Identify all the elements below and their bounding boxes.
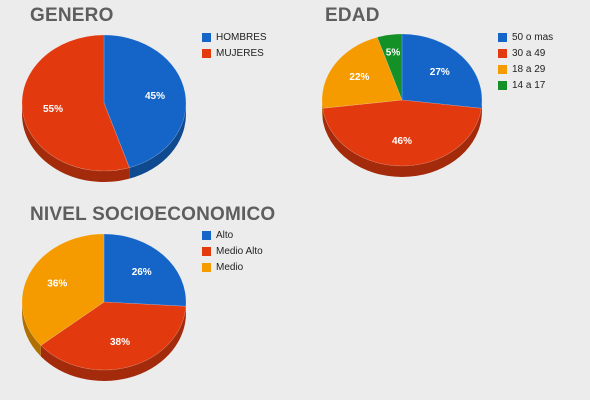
pie-slice-alto <box>103 233 187 307</box>
pie-slice-hombres <box>103 34 187 169</box>
legend-label: 14 a 17 <box>512 79 546 91</box>
pie-label-hombres: 45% <box>145 91 165 102</box>
legend-item-hombres: HOMBRES <box>202 29 267 45</box>
edad-pie-chart: 27% 46% 22% 5% <box>321 33 483 177</box>
legend-item-18-a-29: 18 a 29 <box>498 61 553 77</box>
legend-swatch <box>202 48 211 58</box>
pie-slice-30-a-49 <box>322 99 482 167</box>
pie-slice-medio-alto <box>40 301 187 371</box>
legend-label: 50 o mas <box>512 31 554 43</box>
legend-label: HOMBRES <box>216 31 267 43</box>
nivel-socioeconomico-legend: Alto Medio Alto Medio <box>202 227 263 275</box>
pie-side-walls <box>22 103 186 182</box>
legend-swatch <box>498 32 507 42</box>
pie-side-hombres <box>129 103 186 179</box>
pie-side-walls <box>322 100 482 177</box>
legend-label: Medio <box>216 261 244 273</box>
legend-label: 30 a 49 <box>512 47 546 59</box>
pie-label-alto: 26% <box>132 267 152 278</box>
legend-item-medio: Medio <box>202 259 263 275</box>
pie-slice-50-o-mas <box>401 33 483 109</box>
pie-side-medio-alto <box>40 306 186 381</box>
legend-swatch <box>498 48 507 58</box>
nivel-socioeconomico-title: NIVEL SOCIOECONOMICO <box>30 204 276 225</box>
legend-item-50-o-mas: 50 o mas <box>498 29 553 45</box>
pie-side-50-o-mas <box>481 100 482 120</box>
edad-title: EDAD <box>325 5 380 26</box>
pie-label-18-a-29: 22% <box>349 72 369 83</box>
pie-label-30-a-49: 46% <box>392 136 412 147</box>
pie-side-mujeres <box>22 103 130 182</box>
legend-item-medio-alto: Medio Alto <box>202 243 263 259</box>
legend-label: Alto <box>216 229 234 241</box>
legend-item-14-a-17: 14 a 17 <box>498 77 553 93</box>
pie-label-medio: 36% <box>47 278 67 289</box>
legend-swatch <box>202 32 211 42</box>
legend-item-alto: Alto <box>202 227 263 243</box>
legend-label: 18 a 29 <box>512 63 546 75</box>
pie-label-medio-alto: 38% <box>110 337 130 348</box>
pie-side-30-a-49 <box>322 108 482 177</box>
pie-label-mujeres: 55% <box>43 104 63 115</box>
edad-legend: 50 o mas 30 a 49 18 a 29 14 a 17 <box>498 29 553 93</box>
pie-slice-18-a-29 <box>321 36 403 109</box>
genero-title: GENERO <box>30 5 114 26</box>
legend-label: Medio Alto <box>216 245 263 257</box>
genero-pie-chart: 45% 55% <box>21 34 187 182</box>
pie-slice-mujeres <box>21 34 130 172</box>
legend-swatch <box>202 246 211 256</box>
legend-label: MUJERES <box>216 47 264 59</box>
legend-swatch <box>498 80 507 90</box>
legend-item-30-a-49: 30 a 49 <box>498 45 553 61</box>
legend-item-mujeres: MUJERES <box>202 45 267 61</box>
pie-label-50-o-mas: 27% <box>430 67 450 78</box>
pie-slice-14-a-17 <box>376 33 403 101</box>
legend-swatch <box>498 64 507 74</box>
pie-label-14-a-17: 5% <box>386 48 401 59</box>
pie-side-18-a-29 <box>322 100 323 120</box>
pie-side-walls <box>22 302 186 381</box>
pie-slice-medio <box>21 233 105 346</box>
nivel-socioeconomico-pie-chart: 26% 38% 36% <box>21 233 187 381</box>
pie-side-medio <box>22 302 41 357</box>
legend-swatch <box>202 230 211 240</box>
genero-legend: HOMBRES MUJERES <box>202 29 267 61</box>
legend-swatch <box>202 262 211 272</box>
